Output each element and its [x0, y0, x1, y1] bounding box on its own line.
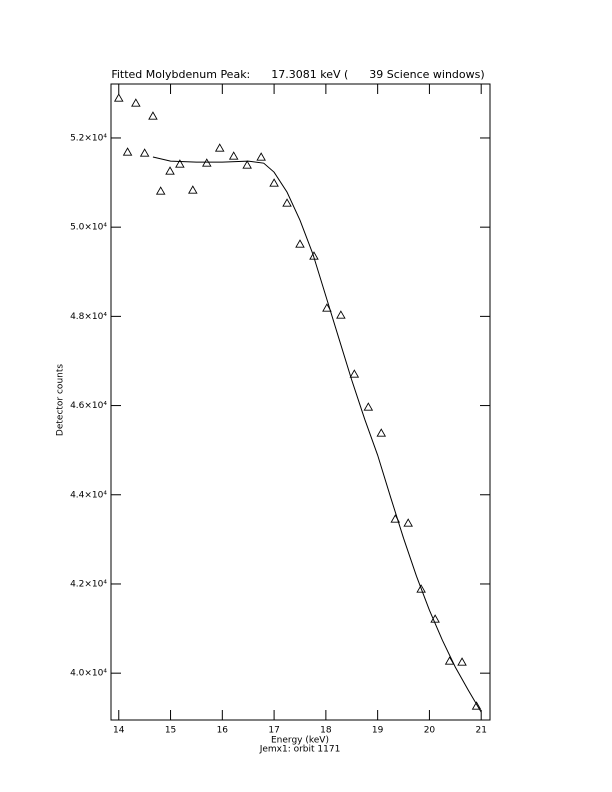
data-point: [242, 160, 252, 169]
y-tick-label: 4.2×10⁴: [70, 579, 107, 589]
data-point: [336, 310, 346, 319]
data-point: [363, 402, 374, 411]
chart-title: Fitted Molybdenum Peak: 17.3081 keV ( 39…: [111, 68, 484, 81]
data-point: [282, 198, 292, 207]
x-tick-label: 21: [475, 726, 486, 736]
data-point: [376, 428, 387, 437]
data-point: [295, 239, 305, 248]
data-point: [403, 518, 413, 527]
data-point: [188, 185, 198, 194]
data-point: [457, 657, 467, 666]
data-point: [349, 369, 360, 378]
y-tick-label: 4.6×10⁴: [70, 401, 107, 411]
x-tick-label: 18: [320, 726, 332, 736]
y-tick-label: 4.8×10⁴: [70, 312, 107, 322]
data-point: [228, 151, 239, 160]
data-point: [139, 148, 150, 157]
y-tick-label: 4.0×10⁴: [70, 669, 107, 679]
x-tick-label: 20: [424, 726, 436, 736]
x-tick-label: 14: [113, 726, 125, 736]
data-point: [148, 111, 158, 120]
data-point: [155, 186, 166, 195]
x-tick-label: 15: [165, 726, 176, 736]
data-point: [269, 178, 279, 187]
x-tick-label: 19: [372, 726, 384, 736]
data-point: [165, 166, 175, 175]
subtitle: Jemx1: orbit 1171: [259, 745, 341, 755]
data-point: [256, 152, 266, 161]
data-point: [416, 584, 426, 593]
data-point: [444, 656, 455, 665]
y-tick-label: 4.4×10⁴: [70, 490, 107, 500]
x-axis-label: Energy (keV): [271, 736, 329, 746]
data-point: [175, 159, 185, 168]
y-axis-label: Detector counts: [56, 364, 66, 436]
data-point: [131, 98, 141, 107]
y-tick-label: 5.0×10⁴: [70, 223, 107, 233]
x-tick-label: 17: [268, 726, 279, 736]
fit-line: [152, 156, 482, 713]
y-tick-label: 5.2×10⁴: [70, 133, 107, 143]
data-point: [122, 147, 133, 156]
data-point: [471, 701, 482, 710]
data-point: [214, 143, 225, 152]
x-tick-label: 16: [217, 726, 229, 736]
plot-frame: [110, 83, 491, 721]
data-point: [113, 93, 124, 102]
